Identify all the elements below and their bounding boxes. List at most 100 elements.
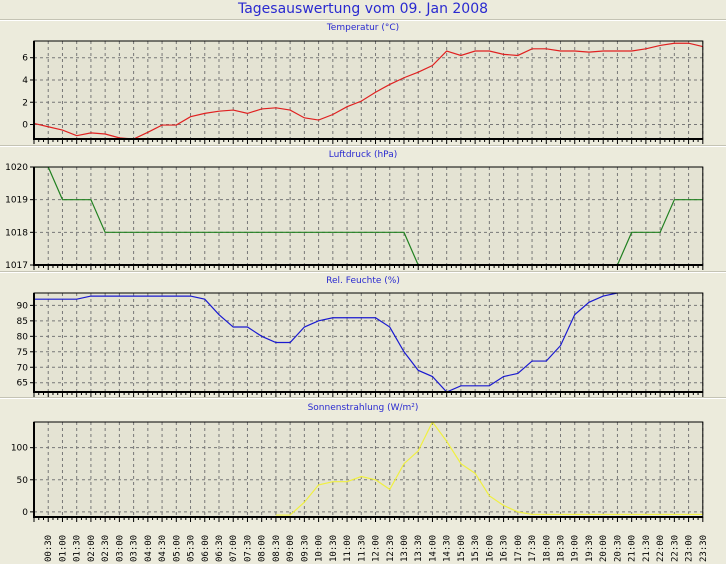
y-tick-label: 0: [22, 121, 28, 131]
data-point: [246, 112, 249, 115]
x-tick-label: 06:00: [201, 535, 211, 562]
x-tick-label: 05:00: [172, 535, 182, 562]
data-point: [246, 231, 249, 234]
data-point: [388, 83, 391, 86]
data-point: [161, 231, 164, 234]
data-point: [417, 71, 420, 74]
data-point: [388, 326, 391, 329]
data-point: [402, 462, 405, 465]
data-point: [374, 91, 377, 94]
data-point: [89, 198, 92, 201]
x-tick-label: 16:30: [500, 535, 510, 562]
data-point: [203, 231, 206, 234]
data-point: [402, 231, 405, 234]
data-point: [616, 50, 619, 53]
x-tick-label: 02:00: [87, 535, 97, 562]
data-point: [260, 335, 263, 338]
data-point: [360, 100, 363, 103]
data-point: [360, 475, 363, 478]
data-point: [488, 384, 491, 387]
chart-title: Rel. Feuchte (%): [326, 276, 400, 286]
x-tick-label: 20:30: [613, 535, 623, 562]
data-point: [189, 231, 192, 234]
data-point: [673, 198, 676, 201]
data-point: [360, 316, 363, 319]
data-point: [374, 231, 377, 234]
x-tick-label: 08:30: [272, 535, 282, 562]
series-line: [34, 293, 618, 392]
data-point: [644, 513, 647, 516]
y-tick-label: 1017: [5, 261, 28, 271]
data-point: [587, 301, 590, 304]
plot-area: [34, 41, 703, 139]
data-point: [89, 131, 92, 134]
data-point: [445, 50, 448, 53]
data-point: [502, 53, 505, 56]
data-point: [559, 344, 562, 347]
data-point: [630, 50, 633, 53]
data-point: [260, 231, 263, 234]
data-point: [531, 513, 534, 516]
data-point: [75, 198, 78, 201]
data-point: [104, 295, 107, 298]
data-point: [559, 513, 562, 516]
data-point: [516, 54, 519, 57]
data-point: [217, 110, 220, 113]
data-point: [189, 115, 192, 118]
data-point: [459, 54, 462, 57]
data-point: [573, 313, 576, 316]
data-point: [118, 295, 121, 298]
x-tick-label: 17:00: [514, 535, 524, 562]
data-point: [274, 231, 277, 234]
data-point: [644, 231, 647, 234]
plot-area: [34, 293, 703, 392]
y-tick-label: 1019: [5, 196, 28, 206]
data-point: [474, 384, 477, 387]
data-point: [289, 341, 292, 344]
data-point: [61, 129, 64, 132]
x-tick-label: 19:00: [571, 535, 581, 562]
x-tick-label: 15:30: [471, 535, 481, 562]
x-tick-label: 20:00: [599, 535, 609, 562]
data-point: [132, 295, 135, 298]
data-point: [331, 480, 334, 483]
data-point: [488, 494, 491, 497]
data-point: [431, 64, 434, 67]
data-point: [630, 513, 633, 516]
data-point: [474, 50, 477, 53]
page-title: Tagesauswertung vom 09. Jan 2008: [237, 1, 489, 17]
y-tick-label: 2: [22, 98, 28, 108]
data-point: [175, 295, 178, 298]
data-point: [687, 198, 690, 201]
chart-panel-2: Rel. Feuchte (%) 65 70 75 80 85 90: [17, 276, 704, 397]
data-point: [246, 326, 249, 329]
chart-panel-0: Temperatur (°C) 0 2 4 6: [22, 23, 704, 144]
data-point: [531, 360, 534, 363]
data-point: [317, 483, 320, 486]
plot-area: [34, 167, 703, 265]
data-point: [402, 76, 405, 79]
data-point: [75, 134, 78, 137]
x-tick-label: 00:30: [44, 535, 54, 562]
data-point: [289, 109, 292, 112]
data-point: [203, 112, 206, 115]
x-tick-label: 22:30: [670, 535, 680, 562]
data-point: [659, 231, 662, 234]
y-tick-label: 70: [17, 363, 29, 373]
data-point: [331, 113, 334, 116]
data-point: [146, 295, 149, 298]
x-tick-label: 06:30: [215, 535, 225, 562]
data-point: [545, 360, 548, 363]
divider: [0, 271, 726, 273]
data-point: [602, 50, 605, 53]
y-tick-label: 75: [17, 348, 28, 358]
data-point: [146, 131, 149, 134]
x-tick-label: 09:00: [286, 535, 296, 562]
data-point: [61, 298, 64, 301]
data-point: [118, 231, 121, 234]
series-line: [34, 167, 703, 265]
data-point: [687, 42, 690, 45]
data-point: [75, 298, 78, 301]
x-tick-label: 09:30: [300, 535, 310, 562]
